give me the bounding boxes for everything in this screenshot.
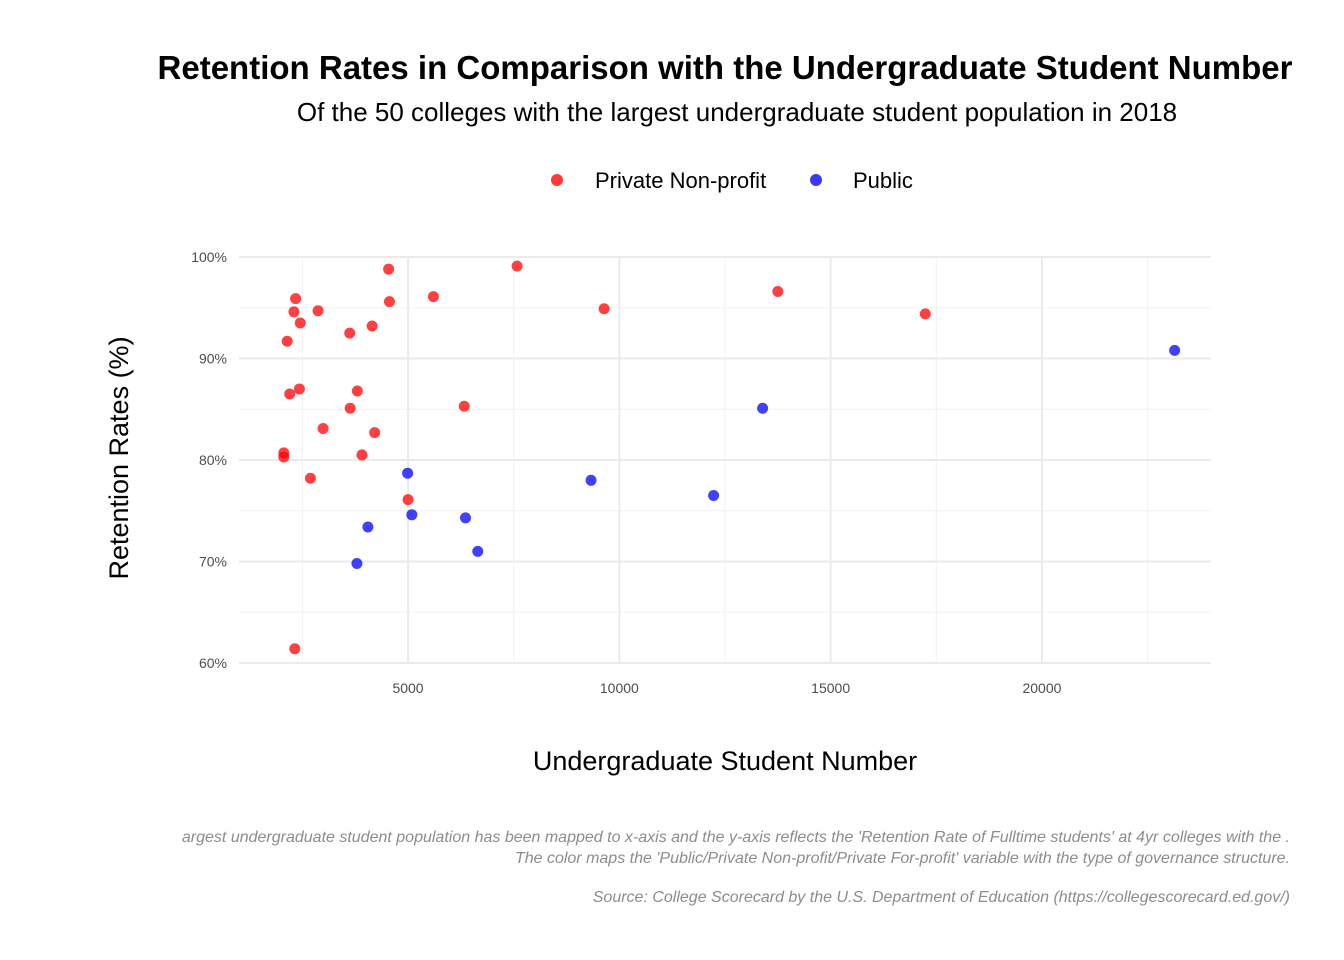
data-point-private-non-profit (366, 320, 378, 332)
y-tick-label: 60% (199, 655, 227, 671)
data-point-private-non-profit (294, 317, 306, 329)
data-point-private-non-profit (369, 427, 381, 439)
data-point-private-non-profit (383, 296, 395, 308)
data-point-public (362, 521, 374, 533)
x-tick-label: 5000 (392, 680, 423, 696)
data-point-private-non-profit (293, 383, 305, 395)
x-axis-title: Undergraduate Student Number (533, 746, 917, 776)
chart-title: Retention Rates in Comparison with the U… (158, 49, 1293, 86)
x-axis-ticks: 5000 10000 15000 20000 (392, 680, 1061, 696)
data-point-public (351, 558, 363, 570)
data-point-private-non-profit (427, 291, 439, 303)
data-point-public (585, 474, 597, 486)
data-point-public (1169, 344, 1181, 356)
data-point-public (402, 467, 414, 479)
data-point-private-non-profit (402, 494, 414, 506)
data-point-private-non-profit (312, 305, 324, 317)
data-point-private-non-profit (351, 385, 363, 397)
y-tick-label: 90% (199, 351, 227, 367)
data-point-private-non-profit (772, 286, 784, 298)
caption-line-1: argest undergraduate student population … (182, 829, 1290, 846)
caption-line-2: The color maps the 'Public/Private Non-p… (515, 850, 1290, 867)
grid (239, 256, 1211, 664)
data-points (278, 260, 1181, 655)
data-point-private-non-profit (304, 472, 316, 484)
legend-marker-private-non-profit (551, 174, 563, 186)
y-axis-title: Retention Rates (%) (104, 336, 134, 579)
data-point-private-non-profit (344, 402, 356, 414)
legend-marker-public (810, 174, 822, 186)
chart-subtitle: Of the 50 colleges with the largest unde… (297, 97, 1177, 127)
data-point-private-non-profit (344, 327, 356, 339)
data-point-private-non-profit (278, 451, 290, 463)
data-point-private-non-profit (598, 303, 610, 315)
data-point-private-non-profit (383, 263, 395, 275)
data-point-private-non-profit (290, 293, 302, 305)
x-tick-label: 20000 (1022, 680, 1061, 696)
data-point-public (708, 490, 720, 502)
legend-label-public: Public (853, 168, 913, 193)
legend: Private Non-profit Public (551, 168, 913, 193)
y-tick-label: 100% (191, 249, 227, 265)
data-point-public (406, 509, 418, 521)
data-point-public (460, 512, 472, 524)
data-point-private-non-profit (511, 260, 523, 272)
data-point-private-non-profit (281, 335, 293, 347)
data-point-private-non-profit (317, 423, 329, 435)
x-tick-label: 10000 (600, 680, 639, 696)
legend-label-private-non-profit: Private Non-profit (595, 168, 766, 193)
data-point-public (757, 402, 769, 414)
data-point-private-non-profit (458, 400, 470, 412)
data-point-private-non-profit (919, 308, 931, 320)
data-point-private-non-profit (289, 643, 301, 655)
data-point-public (472, 545, 484, 557)
y-tick-label: 80% (199, 452, 227, 468)
y-axis-ticks: 60% 70% 80% 90% 100% (191, 249, 227, 671)
data-point-private-non-profit (284, 388, 296, 400)
x-tick-label: 15000 (811, 680, 850, 696)
y-tick-label: 70% (199, 554, 227, 570)
data-point-private-non-profit (356, 449, 368, 461)
caption-source: Source: College Scorecard by the U.S. De… (593, 889, 1290, 906)
data-point-private-non-profit (288, 306, 300, 318)
